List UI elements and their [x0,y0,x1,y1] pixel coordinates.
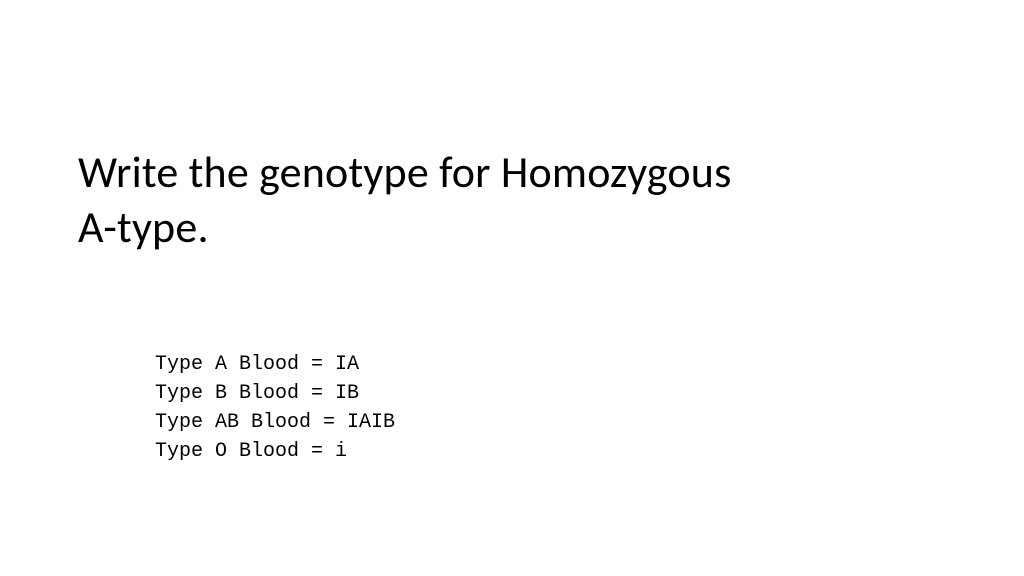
slide-content: Type A Blood = IA Type B Blood = IB Type… [155,350,395,466]
content-line-1: Type A Blood = IA [155,350,395,379]
content-line-3: Type AB Blood = IAIB [155,408,395,437]
slide-title: Write the genotype for Homozygous A-type… [78,145,732,255]
content-line-4: Type O Blood = i [155,437,395,466]
title-line-1: Write the genotype for Homozygous [78,145,732,200]
title-line-2: A-type. [78,200,732,255]
content-line-2: Type B Blood = IB [155,379,395,408]
